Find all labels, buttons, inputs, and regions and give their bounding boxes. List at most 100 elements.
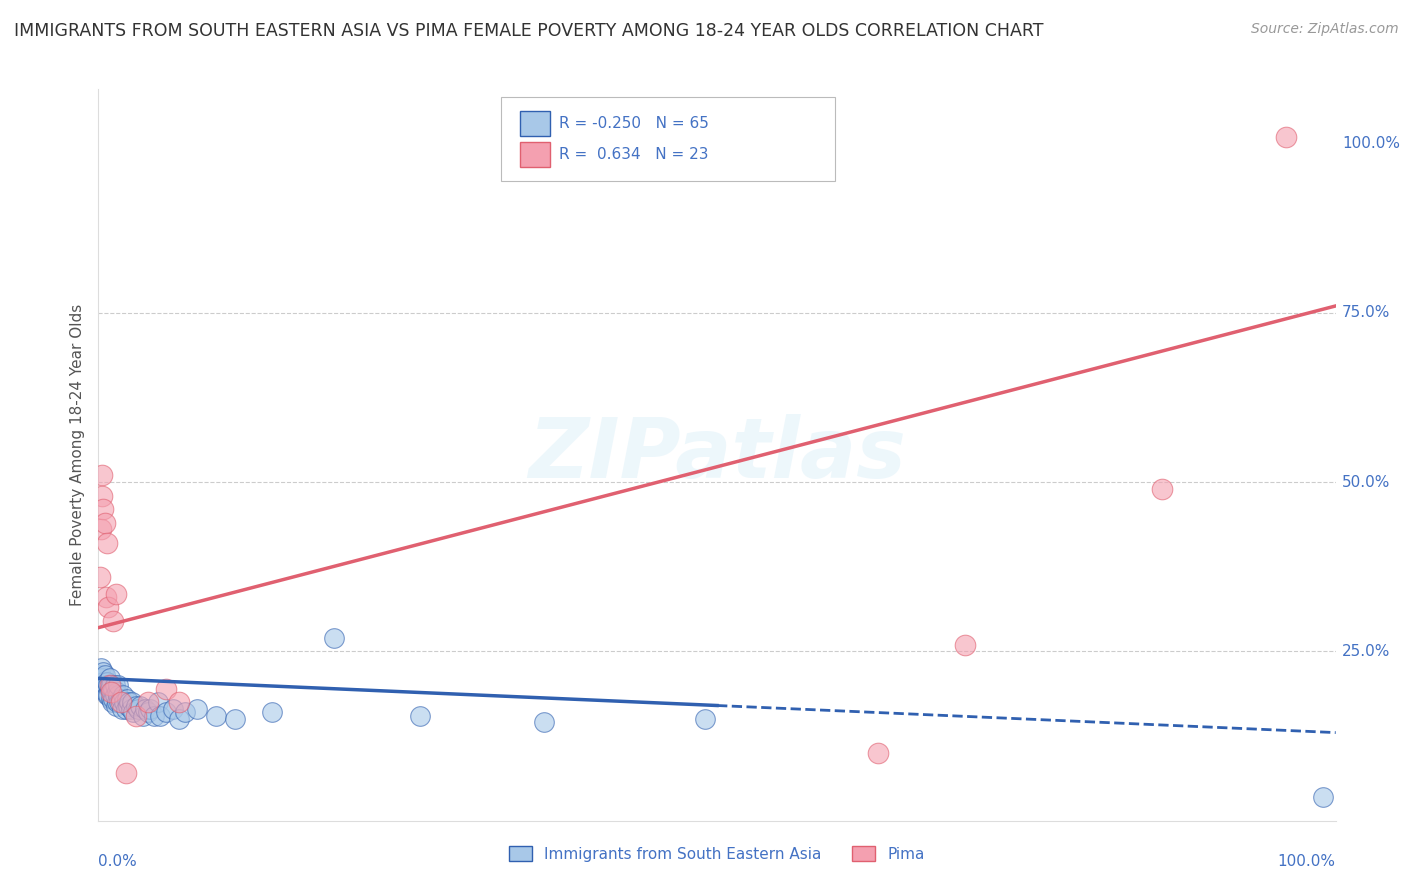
Point: [96, 536, 118, 550]
Point: [89, 570, 111, 584]
Point: [103, 681, 125, 696]
Point: [98, 672, 121, 686]
Text: 100.0%: 100.0%: [1278, 854, 1336, 869]
Point: [101, 695, 124, 709]
Point: [1275, 129, 1298, 144]
Point: [112, 695, 135, 709]
Text: 100.0%: 100.0%: [1341, 136, 1400, 151]
Point: [96, 674, 118, 689]
Point: [93, 668, 115, 682]
Text: ZIPatlas: ZIPatlas: [529, 415, 905, 495]
Point: [96, 689, 118, 703]
Point: [103, 691, 125, 706]
Point: [89, 668, 111, 682]
Point: [143, 708, 166, 723]
Point: [90, 523, 112, 537]
Point: [98, 681, 121, 696]
Point: [97, 678, 120, 692]
Point: [105, 685, 128, 699]
Point: [120, 702, 142, 716]
Point: [93, 516, 115, 530]
FancyBboxPatch shape: [501, 96, 835, 180]
Point: [100, 691, 122, 706]
Point: [1312, 789, 1334, 804]
Text: 75.0%: 75.0%: [1341, 305, 1391, 320]
Text: IMMIGRANTS FROM SOUTH EASTERN ASIA VS PIMA FEMALE POVERTY AMONG 18-24 YEAR OLDS : IMMIGRANTS FROM SOUTH EASTERN ASIA VS PI…: [14, 22, 1043, 40]
Point: [132, 708, 155, 723]
Point: [104, 587, 127, 601]
Point: [139, 702, 162, 716]
Point: [146, 695, 169, 709]
Point: [124, 708, 146, 723]
Point: [93, 665, 115, 679]
Point: [260, 706, 283, 720]
Text: R = -0.250   N = 65: R = -0.250 N = 65: [558, 116, 709, 131]
Point: [103, 689, 125, 703]
Point: [98, 678, 121, 692]
Point: [103, 614, 125, 628]
Point: [122, 706, 145, 720]
Point: [100, 678, 122, 692]
Point: [94, 590, 117, 604]
Point: [110, 695, 132, 709]
Point: [149, 708, 172, 723]
Point: [91, 489, 114, 503]
Y-axis label: Female Poverty Among 18-24 Year Olds: Female Poverty Among 18-24 Year Olds: [69, 304, 84, 606]
Point: [108, 695, 131, 709]
Point: [127, 702, 149, 716]
Point: [124, 698, 146, 713]
Point: [93, 502, 115, 516]
Point: [155, 706, 177, 720]
Point: [112, 689, 135, 703]
Point: [91, 468, 114, 483]
Point: [97, 600, 120, 615]
Point: [111, 702, 134, 716]
Text: 0.0%: 0.0%: [98, 854, 138, 869]
Point: [105, 695, 128, 709]
Point: [136, 706, 159, 720]
Point: [110, 691, 132, 706]
Point: [100, 685, 122, 699]
Point: [107, 678, 129, 692]
Point: [134, 702, 156, 716]
Point: [114, 766, 136, 780]
Point: [174, 706, 197, 720]
Point: [866, 746, 889, 760]
Point: [94, 685, 117, 699]
Point: [224, 712, 246, 726]
Point: [1152, 482, 1174, 496]
Point: [693, 712, 716, 726]
Point: [91, 681, 114, 696]
Legend: Immigrants from South Eastern Asia, Pima: Immigrants from South Eastern Asia, Pima: [503, 839, 931, 868]
Point: [117, 698, 139, 713]
Point: [114, 702, 136, 716]
Point: [97, 689, 120, 703]
Point: [115, 691, 138, 706]
Point: [93, 674, 115, 689]
FancyBboxPatch shape: [520, 112, 550, 136]
Point: [104, 698, 127, 713]
Text: 50.0%: 50.0%: [1341, 475, 1391, 490]
Point: [90, 661, 112, 675]
Point: [533, 715, 555, 730]
Point: [167, 712, 190, 726]
Point: [118, 695, 141, 709]
Point: [186, 702, 208, 716]
Point: [136, 695, 159, 709]
Point: [93, 681, 115, 696]
Text: R =  0.634   N = 23: R = 0.634 N = 23: [558, 147, 709, 161]
Point: [953, 638, 976, 652]
Text: 25.0%: 25.0%: [1341, 644, 1391, 659]
Point: [91, 672, 114, 686]
Point: [107, 689, 129, 703]
Point: [205, 708, 228, 723]
Point: [103, 678, 125, 692]
Point: [409, 708, 432, 723]
Point: [90, 678, 112, 692]
Point: [129, 698, 152, 713]
Point: [162, 702, 184, 716]
Point: [94, 678, 117, 692]
Point: [101, 685, 124, 699]
Point: [155, 681, 177, 696]
Point: [167, 695, 190, 709]
